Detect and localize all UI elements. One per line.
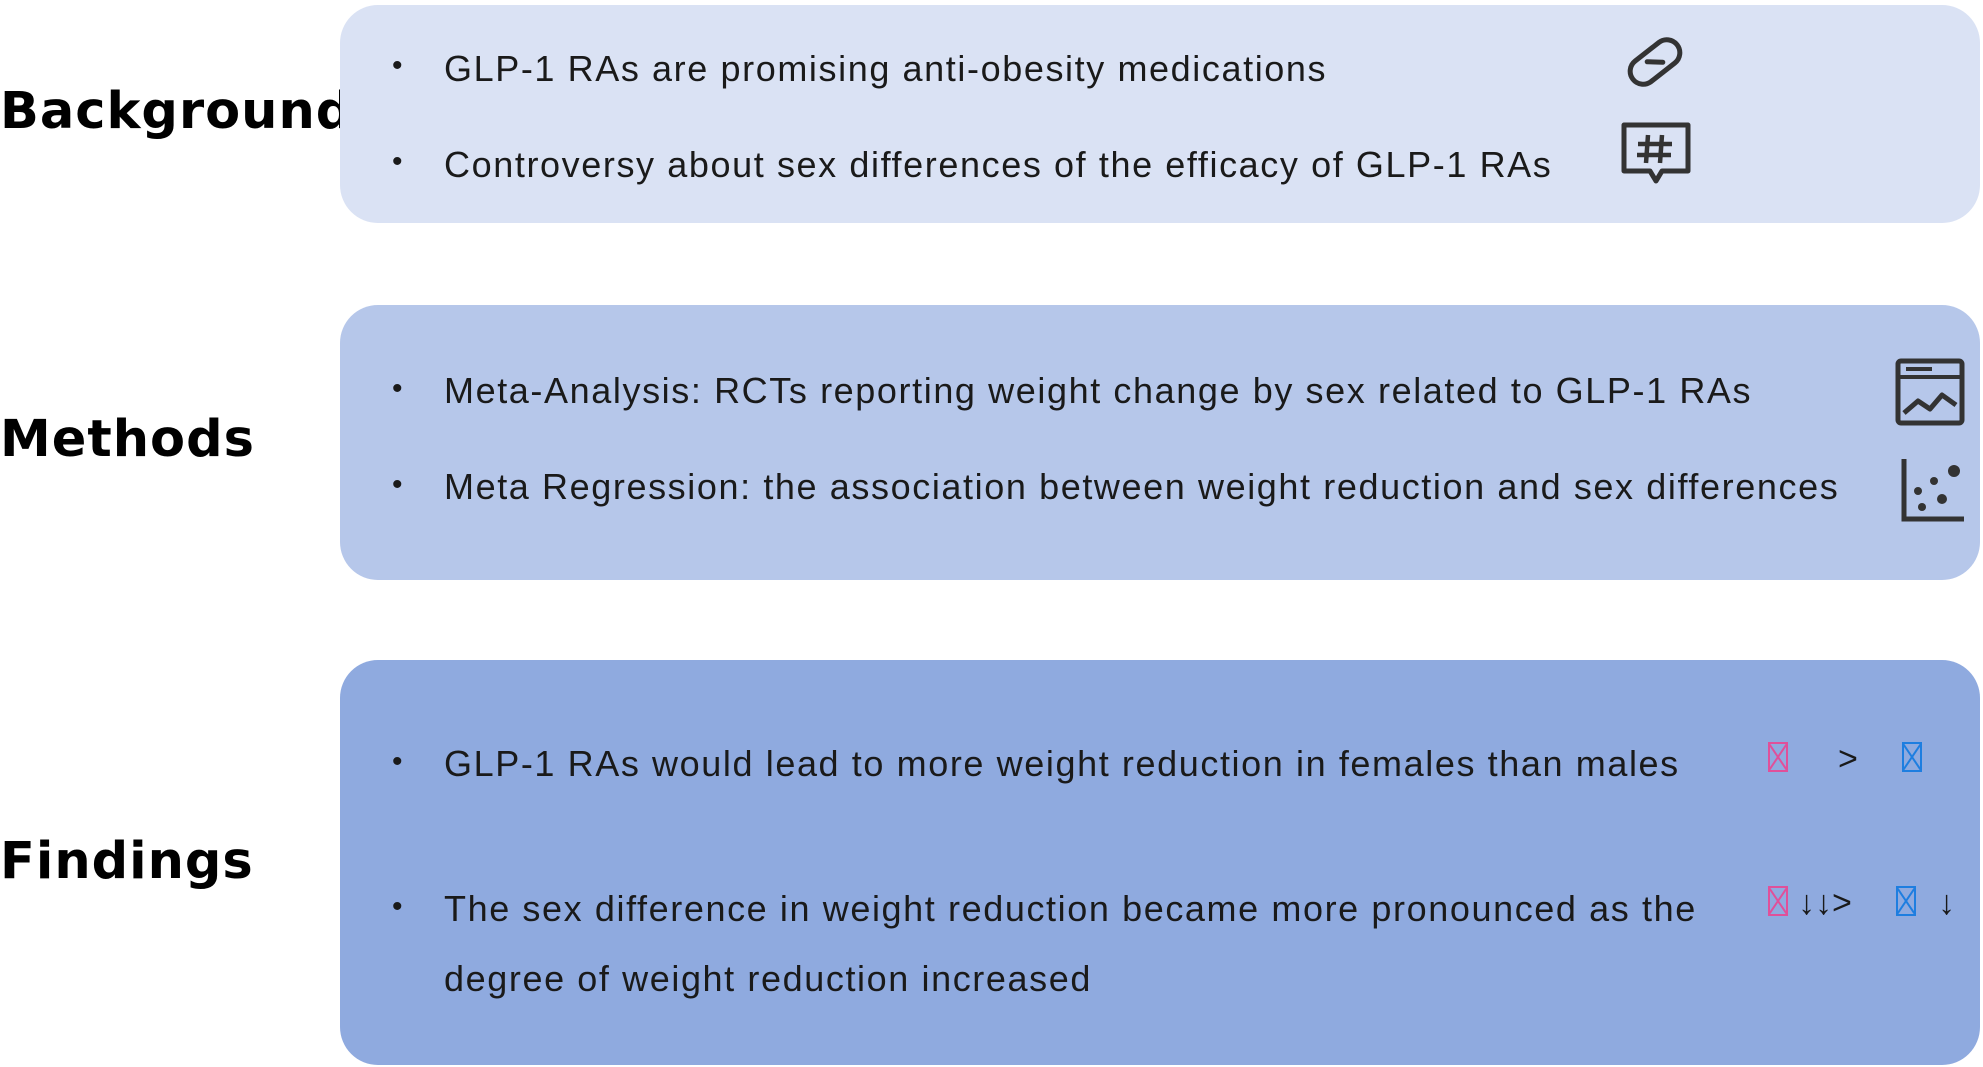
bullet: • <box>392 468 403 501</box>
findings-item-1: GLP-1 RAs would lead to more weight redu… <box>444 743 1680 784</box>
findings-item-2-line-1: The sex difference in weight reduction b… <box>444 888 1697 929</box>
greater-than-operator: > <box>1838 740 1858 778</box>
bullet: • <box>392 372 403 405</box>
findings-panel: • GLP-1 RAs would lead to more weight re… <box>340 660 1980 1065</box>
female-symbol-icon <box>1768 886 1788 916</box>
methods-panel: • Meta-Analysis: RCTs reporting weight c… <box>340 305 1980 580</box>
line-chart-window-icon <box>1895 358 1965 426</box>
male-symbol-icon <box>1896 886 1916 916</box>
methods-item-2: Meta Regression: the association between… <box>444 466 1840 507</box>
methods-label: Methods <box>0 410 255 469</box>
male-reduction-arrow: ↓ <box>1938 884 1955 922</box>
male-symbol-icon <box>1902 742 1922 772</box>
background-label: Background <box>0 82 354 141</box>
background-panel: • GLP-1 RAs are promising anti-obesity m… <box>340 5 1980 223</box>
findings-item-2-line-2: degree of weight reduction increased <box>444 958 1092 999</box>
hashtag-comment-icon <box>1621 122 1691 184</box>
bullet: • <box>392 145 403 178</box>
bullet: • <box>392 49 403 82</box>
scatter-plot-icon <box>1901 459 1964 522</box>
methods-item-1: Meta-Analysis: RCTs reporting weight cha… <box>444 370 1753 411</box>
female-symbol-icon <box>1768 742 1788 772</box>
pill-icon <box>1627 37 1683 87</box>
bullet: • <box>392 745 403 778</box>
bullet: • <box>392 890 403 923</box>
findings-label: Findings <box>0 832 254 891</box>
background-item-2: Controversy about sex differences of the… <box>444 144 1553 185</box>
background-item-1: GLP-1 RAs are promising anti-obesity med… <box>444 48 1328 89</box>
female-reduction-arrows: ↓↓> <box>1798 884 1852 922</box>
